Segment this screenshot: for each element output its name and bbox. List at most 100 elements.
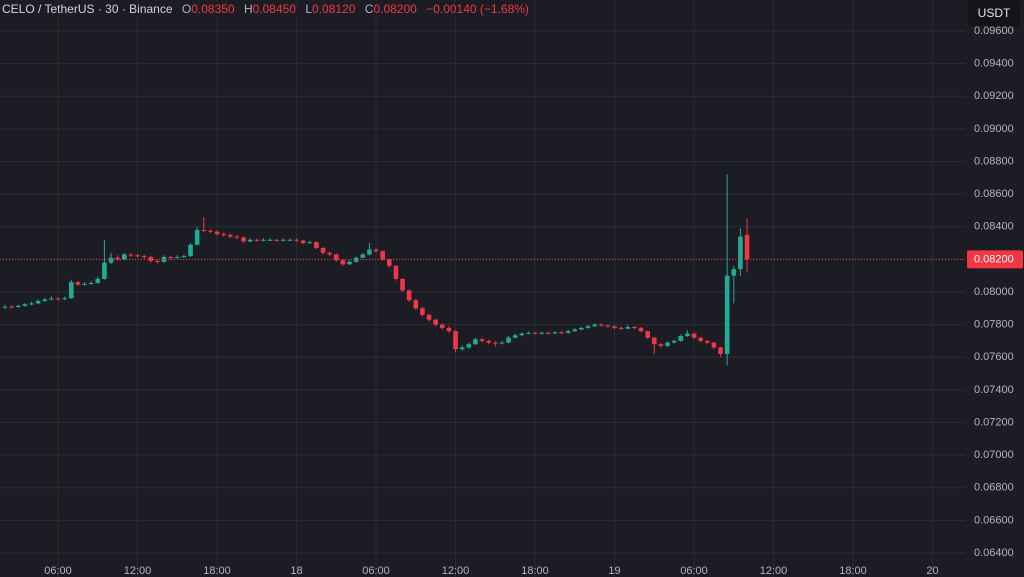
candle-body: [738, 236, 743, 270]
candle-body: [102, 262, 107, 279]
candle-body: [625, 327, 631, 329]
x-tick-label: 18: [290, 565, 302, 577]
candle-body: [55, 298, 61, 300]
candle-body: [181, 256, 187, 258]
x-tick-label: 12:00: [442, 565, 470, 577]
candle-body: [373, 249, 379, 252]
candle-body: [221, 234, 226, 236]
candle-body: [327, 252, 332, 255]
candle-body: [559, 332, 564, 334]
y-tick-label: 0.07000: [974, 449, 1014, 461]
candle-body: [453, 331, 458, 350]
candle-body: [22, 304, 28, 306]
x-tick-label: 06:00: [362, 565, 390, 577]
candle-body: [35, 300, 41, 304]
candle-body: [353, 257, 359, 262]
candle-body: [121, 254, 127, 260]
candle-body: [420, 308, 425, 315]
ohlc-label: H: [243, 2, 253, 16]
y-tick-label: 0.07600: [974, 351, 1014, 363]
candle-body: [155, 260, 160, 262]
candle-body: [9, 306, 14, 308]
y-tick-label: 0.09200: [974, 90, 1014, 102]
candle-body: [658, 344, 664, 346]
candle-body: [492, 342, 498, 344]
candle-body: [386, 259, 392, 266]
y-tick-label: 0.09000: [974, 123, 1014, 135]
y-tick-label: 0.09400: [974, 58, 1014, 70]
candle-body: [439, 324, 445, 328]
candle-body: [360, 254, 366, 258]
candle-body: [598, 324, 604, 326]
candle-body: [612, 326, 617, 328]
x-tick-label: 06:00: [680, 565, 708, 577]
candle-body: [565, 331, 571, 333]
y-tick-label: 0.06800: [974, 482, 1014, 494]
candle-body: [314, 242, 319, 248]
y-tick-label: 0.09600: [974, 25, 1014, 37]
candle-body: [49, 298, 54, 300]
y-tick-label: 0.08400: [974, 221, 1014, 233]
symbol-legend: CELO / TetherUS · 30 · Binance O0.08350 …: [0, 2, 531, 16]
candle-body: [261, 239, 266, 241]
candle-body: [115, 257, 120, 260]
candle-body: [188, 244, 193, 257]
currency-button[interactable]: USDT: [968, 0, 1020, 26]
ohlc-value: 0.08450: [252, 2, 297, 16]
candle-body: [638, 327, 644, 332]
candle-body: [651, 337, 657, 345]
candle-body: [499, 342, 505, 344]
candle-body: [135, 255, 140, 257]
y-tick-label: 0.07200: [974, 416, 1014, 428]
candle-body: [201, 230, 207, 232]
candle-body: [698, 337, 703, 341]
candle-body: [632, 327, 637, 329]
candle-body: [168, 256, 173, 258]
ohlc-label: L: [305, 2, 313, 16]
ohlc-label: O: [181, 2, 192, 16]
x-tick-label: 06:00: [44, 565, 72, 577]
candle-body: [88, 283, 94, 285]
candle-body: [572, 329, 578, 332]
candle-body: [227, 234, 233, 237]
candle-body: [161, 256, 167, 262]
candle-body: [466, 344, 472, 348]
candle-body: [82, 283, 87, 285]
x-tick-label: 18:00: [839, 565, 867, 577]
candle-body: [691, 333, 697, 338]
candle-body: [128, 254, 134, 256]
x-tick-label: 18:00: [521, 565, 549, 577]
candle-body: [426, 314, 432, 320]
x-tick-label: 18:00: [203, 565, 231, 577]
candle-body: [685, 333, 690, 337]
candle-body: [29, 303, 34, 305]
candle-body: [506, 337, 511, 343]
candle-body: [214, 231, 220, 235]
candle-body: [711, 342, 717, 348]
candle-body: [42, 299, 48, 301]
candle-body: [678, 336, 684, 341]
candle-body: [618, 327, 624, 329]
candle-body: [287, 239, 293, 241]
candle-body: [108, 257, 114, 263]
candle-body: [274, 239, 279, 241]
candle-body: [433, 319, 438, 325]
ohlc-value: 0.08200: [373, 2, 417, 16]
candle-body: [174, 256, 180, 258]
candle-body: [526, 332, 531, 334]
ohlc-value: 0.08120: [312, 2, 356, 16]
candle-body: [605, 325, 611, 327]
candle-body: [459, 347, 465, 350]
y-tick-label: 0.06400: [974, 547, 1014, 559]
candle-body: [393, 265, 399, 279]
candle-body: [300, 240, 306, 244]
candle-body: [479, 339, 485, 341]
candle-body: [380, 251, 385, 260]
candle-body: [473, 339, 478, 345]
candle-body: [95, 278, 101, 284]
candle-body: [446, 327, 452, 332]
candle-body: [532, 332, 538, 334]
candle-body: [2, 306, 8, 308]
